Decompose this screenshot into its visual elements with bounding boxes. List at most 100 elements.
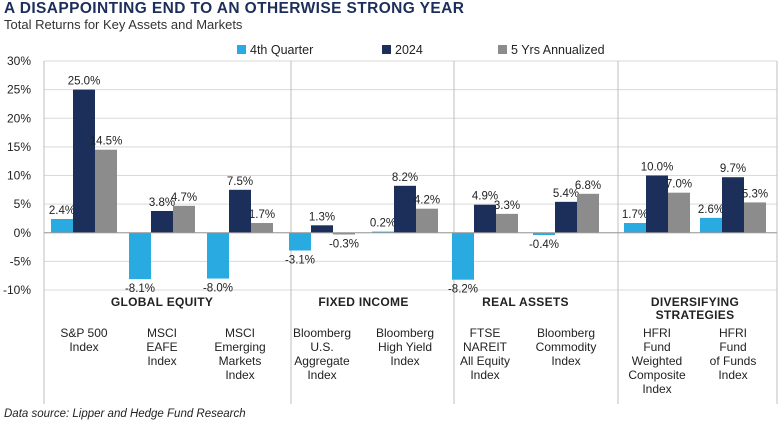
data-label: 6.8% bbox=[575, 180, 601, 192]
legend-label: 4th Quarter bbox=[250, 43, 313, 57]
data-label: 5.3% bbox=[742, 188, 768, 200]
category-label: Bloomberg bbox=[537, 326, 595, 340]
category-label: HFRI bbox=[719, 326, 747, 340]
bar-y2024 bbox=[722, 177, 744, 233]
bar-q4 bbox=[624, 223, 646, 233]
category-label: S&P 500 bbox=[60, 326, 107, 340]
data-label: 0.2% bbox=[370, 218, 396, 230]
category-label: Aggregate bbox=[294, 354, 350, 368]
data-label: 1.3% bbox=[309, 211, 335, 223]
category-label: Composite bbox=[628, 368, 686, 382]
category-label: All Equity bbox=[460, 354, 510, 368]
data-label: 2.4% bbox=[49, 205, 75, 217]
category-label: NAREIT bbox=[463, 340, 508, 354]
data-label: 5.4% bbox=[553, 188, 579, 200]
bar-annualized bbox=[668, 192, 690, 233]
data-label: 7.0% bbox=[666, 179, 692, 191]
data-label: 10.0% bbox=[641, 162, 674, 174]
bar-y2024 bbox=[555, 201, 577, 233]
legend-label: 2024 bbox=[395, 43, 423, 57]
category-label: MSCI bbox=[147, 326, 177, 340]
data-label: 1.7% bbox=[249, 209, 275, 221]
data-label: 3.8% bbox=[149, 197, 175, 209]
data-label: 3.3% bbox=[494, 200, 520, 212]
category-label: Fund bbox=[719, 340, 746, 354]
y-tick-label: 5% bbox=[14, 197, 32, 211]
category-label: Index bbox=[470, 368, 499, 382]
data-label: 4.7% bbox=[171, 192, 197, 204]
bar-q4 bbox=[372, 231, 394, 233]
data-source-note: Data source: Lipper and Hedge Fund Resea… bbox=[4, 408, 246, 420]
bar-q4 bbox=[129, 232, 151, 280]
category-label: Index bbox=[69, 340, 98, 354]
category-label: FTSE bbox=[470, 326, 501, 340]
category-label: Bloomberg bbox=[376, 326, 434, 340]
category-label: EAFE bbox=[146, 340, 177, 354]
data-label: 14.5% bbox=[90, 136, 123, 148]
bar-annualized bbox=[333, 232, 355, 235]
data-label: 8.2% bbox=[392, 172, 418, 184]
bar-annualized bbox=[251, 223, 273, 233]
group-label: REAL ASSETS bbox=[482, 295, 569, 309]
legend-swatch-q4 bbox=[237, 45, 246, 54]
group-label: GLOBAL EQUITY bbox=[111, 295, 213, 309]
category-label: Index bbox=[551, 354, 580, 368]
data-label: 4.9% bbox=[472, 191, 498, 203]
legend-label: 5 Yrs Annualized bbox=[511, 43, 605, 57]
chart-title: A DISAPPOINTING END TO AN OTHERWISE STRO… bbox=[4, 0, 465, 17]
data-label: -0.3% bbox=[329, 238, 359, 250]
category-label: Index bbox=[390, 354, 419, 368]
category-label: MSCI bbox=[225, 326, 255, 340]
y-tick-label: 10% bbox=[7, 169, 31, 183]
bar-y2024 bbox=[394, 185, 416, 233]
y-tick-label: -10% bbox=[3, 283, 31, 297]
group-label: STRATEGIES bbox=[656, 308, 735, 322]
category-label: Fund bbox=[643, 340, 670, 354]
group-label: DIVERSIFYING bbox=[651, 295, 739, 309]
data-label: -0.4% bbox=[529, 239, 559, 251]
bar-q4 bbox=[533, 232, 555, 236]
group-label: FIXED INCOME bbox=[318, 295, 408, 309]
data-label: 25.0% bbox=[68, 76, 101, 88]
bar-annualized bbox=[577, 193, 599, 233]
category-label: Index bbox=[642, 382, 671, 396]
data-label: 1.7% bbox=[622, 209, 648, 221]
category-label: U.S. bbox=[310, 340, 333, 354]
data-label: 9.7% bbox=[720, 163, 746, 175]
chart-subtitle: Total Returns for Key Assets and Markets bbox=[4, 17, 243, 32]
bar-q4 bbox=[207, 232, 229, 279]
bar-y2024 bbox=[73, 89, 95, 233]
category-label: High Yield bbox=[378, 340, 432, 354]
category-label: Emerging bbox=[214, 340, 265, 354]
data-label: -8.1% bbox=[125, 283, 155, 295]
category-label: of Funds bbox=[710, 354, 757, 368]
bar-y2024 bbox=[151, 210, 173, 233]
data-label: -8.0% bbox=[203, 283, 233, 295]
bar-y2024 bbox=[646, 175, 668, 233]
data-label: 7.5% bbox=[227, 176, 253, 188]
category-label: Index bbox=[718, 368, 747, 382]
category-label: Index bbox=[307, 368, 336, 382]
data-label: -8.2% bbox=[448, 284, 478, 296]
y-tick-label: 0% bbox=[14, 226, 32, 240]
y-tick-label: 25% bbox=[7, 83, 31, 97]
legend-swatch-y2024 bbox=[382, 45, 391, 54]
category-label: Index bbox=[225, 368, 254, 382]
data-label: 4.2% bbox=[414, 195, 440, 207]
data-label: 2.6% bbox=[698, 204, 724, 216]
data-label: -3.1% bbox=[285, 254, 315, 266]
bar-y2024 bbox=[474, 204, 496, 233]
bar-y2024 bbox=[311, 225, 333, 233]
bar-annualized bbox=[416, 208, 438, 233]
bar-q4 bbox=[700, 217, 722, 233]
category-label: Markets bbox=[219, 354, 262, 368]
bar-q4 bbox=[452, 232, 474, 280]
y-tick-label: 20% bbox=[7, 111, 31, 125]
y-tick-label: 30% bbox=[7, 54, 31, 68]
bar-annualized bbox=[173, 205, 195, 233]
y-tick-label: -5% bbox=[10, 254, 32, 268]
bar-q4 bbox=[51, 219, 73, 233]
category-label: Bloomberg bbox=[293, 326, 351, 340]
bar-q4 bbox=[289, 232, 311, 251]
